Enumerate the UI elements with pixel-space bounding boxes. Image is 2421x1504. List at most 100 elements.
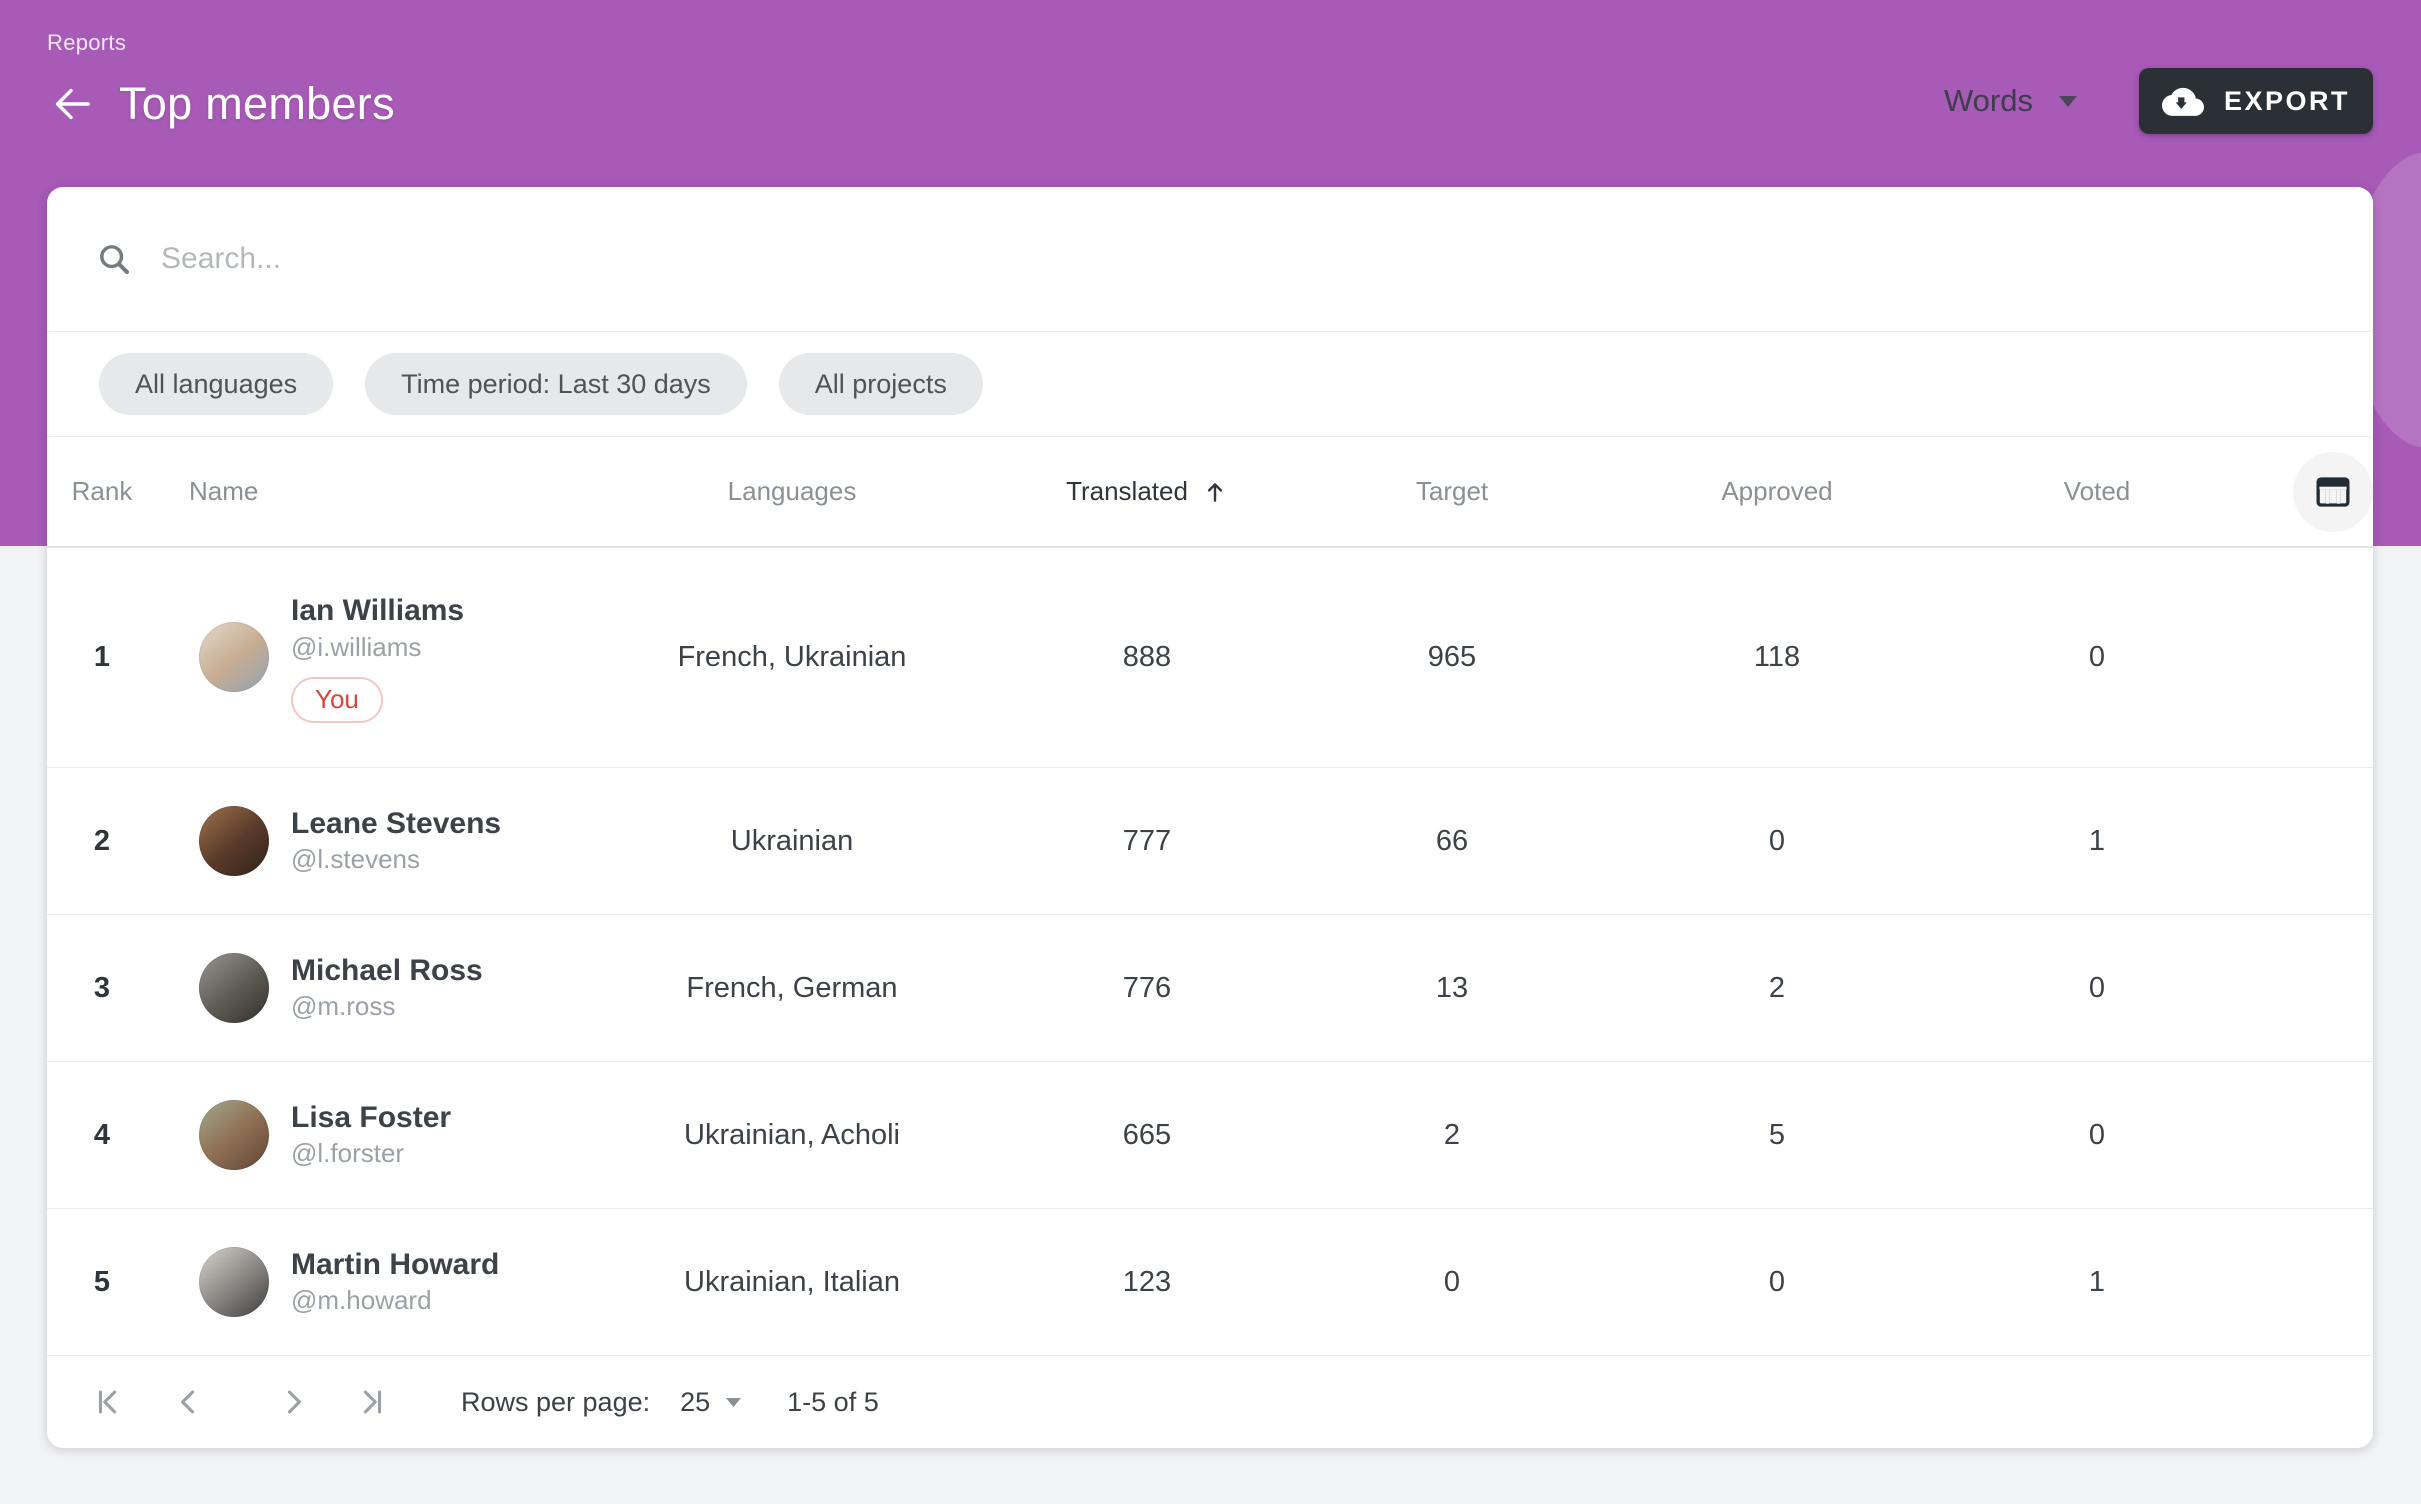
member-name: Ian Williams	[291, 594, 465, 628]
pagination-bar: Rows per page: 25 1-5 of 5	[47, 1356, 2373, 1448]
target-cell: 2	[1443, 1118, 1461, 1151]
table-row: 4 Lisa Foster @l.forster Ukrainian, Acho…	[47, 1062, 2373, 1209]
member-text: Leane Stevens @l.stevens	[291, 805, 501, 878]
member-name: Lisa Foster	[291, 1100, 452, 1134]
column-header-name[interactable]: Name	[189, 476, 259, 506]
column-header-target[interactable]: Target	[1415, 476, 1489, 506]
avatar	[199, 1100, 269, 1170]
cloud-download-icon	[2161, 87, 2204, 116]
translated-cell: 665	[1122, 1118, 1172, 1151]
member-text: Ian Williams @i.williams You	[291, 592, 465, 723]
member-name: Leane Stevens	[291, 806, 502, 840]
member-name: Michael Ross	[291, 953, 483, 987]
column-header-translated-label: Translated	[1066, 476, 1188, 506]
avatar	[199, 953, 269, 1023]
table-row: 3 Michael Ross @m.ross French, German 77…	[47, 915, 2373, 1062]
columns-settings-button[interactable]	[2293, 451, 2373, 532]
rank-cell: 4	[93, 1118, 111, 1151]
approved-cell: 118	[1753, 641, 1801, 673]
member-username: @m.howard	[291, 1285, 432, 1316]
export-button[interactable]: EXPORT	[2139, 68, 2373, 134]
breadcrumb[interactable]: Reports	[47, 30, 127, 55]
column-header-settings	[2257, 451, 2373, 532]
member-username: @l.stevens	[291, 844, 420, 875]
translated-cell: 123	[1122, 1265, 1172, 1298]
you-badge: You	[291, 676, 383, 723]
rows-per-page-value: 25	[680, 1386, 711, 1417]
member-cell: Michael Ross @m.ross	[157, 952, 577, 1025]
member-username: @i.williams	[291, 631, 422, 662]
page-title: Top members	[119, 78, 395, 129]
target-cell: 0	[1443, 1265, 1461, 1298]
chevron-down-icon	[726, 1397, 742, 1407]
unit-selector[interactable]: Words	[1944, 83, 2077, 119]
target-cell: 66	[1435, 824, 1469, 857]
filter-chip-1[interactable]: Time period: Last 30 days	[365, 353, 747, 415]
last-page-button[interactable]	[347, 1378, 395, 1426]
search-input[interactable]	[159, 241, 2329, 277]
unit-selector-value: Words	[1943, 83, 2033, 118]
chevron-right-icon	[287, 1390, 301, 1414]
rows-per-page-select[interactable]: 25	[680, 1386, 742, 1418]
approved-cell: 2	[1768, 971, 1786, 1004]
member-cell: Lisa Foster @l.forster	[157, 1099, 577, 1172]
member-text: Martin Howard @m.howard	[291, 1246, 499, 1319]
languages-cell: French, German	[686, 971, 898, 1004]
next-page-button[interactable]	[269, 1378, 317, 1426]
translated-cell: 777	[1122, 824, 1172, 857]
columns-icon	[2316, 476, 2350, 507]
member-username: @l.forster	[291, 1138, 405, 1169]
table-row: 1 Ian Williams @i.williams You French, U…	[47, 548, 2373, 768]
member-text: Michael Ross @m.ross	[291, 952, 483, 1025]
voted-cell: 1	[2088, 824, 2106, 857]
avatar	[199, 806, 269, 876]
rank-cell: 2	[93, 824, 111, 857]
member-cell: Leane Stevens @l.stevens	[157, 805, 577, 878]
rank-cell: 1	[93, 641, 111, 673]
member-cell: Ian Williams @i.williams You	[157, 592, 577, 723]
back-button[interactable]	[45, 78, 97, 130]
pagination-range: 1-5 of 5	[787, 1386, 879, 1417]
column-header-translated[interactable]: Translated	[1007, 476, 1287, 507]
header: Reports Top members Words EXPORT	[0, 0, 2421, 546]
filter-chip-0[interactable]: All languages	[99, 353, 334, 415]
search-icon	[100, 245, 130, 275]
filter-bar: All languages Time period: Last 30 days Al…	[47, 332, 2373, 437]
approved-cell: 0	[1768, 824, 1786, 857]
avatar	[199, 1247, 269, 1317]
title-row: Top members	[45, 78, 395, 130]
chevron-down-icon	[2059, 95, 2077, 107]
table-header: Rank Name Languages Translated Target Ap…	[47, 437, 2373, 548]
languages-cell: Ukrainian, Acholi	[684, 1118, 900, 1151]
voted-cell: 0	[2088, 971, 2106, 1004]
languages-cell: Ukrainian	[730, 824, 854, 857]
languages-cell: French, Ukrainian	[677, 641, 907, 673]
first-page-button[interactable]	[85, 1378, 133, 1426]
search-bar	[47, 187, 2373, 332]
chevron-left-icon	[181, 1390, 195, 1414]
export-button-label: EXPORT	[2223, 85, 2351, 116]
table-row: 5 Martin Howard @m.howard Ukrainian, Ita…	[47, 1209, 2373, 1356]
table-body: 1 Ian Williams @i.williams You French, U…	[47, 548, 2373, 1356]
report-card: All languages Time period: Last 30 days Al…	[47, 187, 2373, 1448]
rank-cell: 5	[93, 1265, 111, 1298]
member-text: Lisa Foster @l.forster	[291, 1099, 451, 1172]
column-header-languages[interactable]: Languages	[727, 476, 857, 506]
first-page-icon	[98, 1390, 117, 1414]
translated-cell: 888	[1122, 641, 1172, 673]
member-cell: Martin Howard @m.howard	[157, 1246, 577, 1319]
filter-chip-2[interactable]: All projects	[778, 353, 983, 415]
rows-per-page-label: Rows per page:	[461, 1386, 651, 1417]
previous-page-button[interactable]	[165, 1378, 213, 1426]
voted-cell: 0	[2088, 641, 2106, 673]
target-cell: 13	[1435, 971, 1469, 1004]
voted-cell: 0	[2088, 1118, 2106, 1151]
last-page-icon	[363, 1390, 382, 1414]
column-header-voted[interactable]: Voted	[2063, 476, 2131, 506]
translated-cell: 776	[1122, 971, 1172, 1004]
column-header-approved[interactable]: Approved	[1721, 476, 1833, 506]
member-username: @m.ross	[291, 991, 396, 1022]
languages-cell: Ukrainian, Italian	[684, 1265, 900, 1298]
header-controls: Words EXPORT	[1944, 68, 2373, 134]
